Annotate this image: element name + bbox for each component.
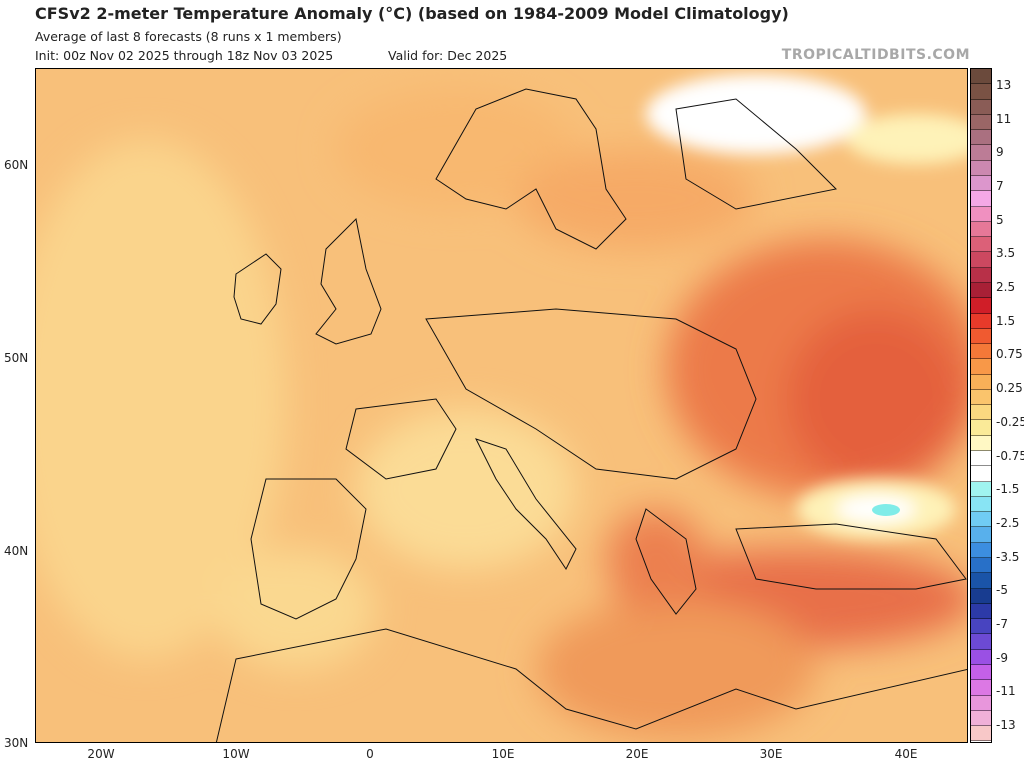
anomaly-map	[35, 68, 968, 743]
colorbar-segment	[971, 512, 991, 528]
colorbar-segment	[971, 237, 991, 253]
lat-label-40n: 40N	[4, 544, 29, 558]
colorbar-segment	[971, 145, 991, 161]
colorbar-label: -11	[996, 684, 1016, 699]
colorbar-segment	[971, 481, 991, 497]
colorbar-segment	[971, 191, 991, 207]
map-title: CFSv2 2-meter Temperature Anomaly (°C) (…	[35, 4, 789, 23]
valid-time: Valid for: Dec 2025	[388, 48, 508, 63]
colorbar-segment	[971, 710, 991, 727]
colorbar	[970, 68, 992, 743]
colorbar-segment	[971, 328, 991, 345]
colorbar-label: 3.5	[996, 246, 1016, 261]
colorbar-segment	[971, 84, 991, 100]
colorbar-label: -0.75	[996, 448, 1024, 463]
anomaly-field	[36, 69, 967, 742]
colorbar-segment	[971, 344, 991, 360]
colorbar-label: -7	[996, 616, 1008, 631]
colorbar-label: -5	[996, 583, 1008, 598]
colorbar-label: 0.75	[996, 347, 1023, 362]
colorbar-segment	[971, 160, 991, 176]
colorbar-segment	[971, 451, 991, 467]
colorbar-segment	[971, 496, 991, 513]
colorbar-segment	[971, 114, 991, 131]
brand-watermark: TROPICALTIDBITS.COM	[781, 47, 970, 63]
colorbar-label: 5	[996, 212, 1004, 227]
colorbar-label: 2.5	[996, 280, 1016, 295]
colorbar-label: 1.5	[996, 313, 1016, 328]
colorbar-segment	[971, 726, 991, 742]
colorbar-segment	[971, 588, 991, 604]
negative-anomaly-spot	[872, 504, 900, 516]
colorbar-segment	[971, 649, 991, 665]
colorbar-segment	[971, 359, 991, 375]
colorbar-segment	[971, 313, 991, 329]
colorbar-segment	[971, 282, 991, 299]
lon-label-10e: 10E	[491, 747, 515, 761]
colorbar-label: -13	[996, 718, 1016, 732]
colorbar-segment	[971, 267, 991, 283]
colorbar-segment	[971, 298, 991, 314]
colorbar-label: 13	[996, 78, 1012, 92]
lat-label-30n: 30N	[4, 736, 29, 750]
colorbar-segment	[971, 542, 991, 558]
colorbar-label: -2.5	[996, 515, 1020, 530]
colorbar-segment	[971, 619, 991, 635]
colorbar-segment	[971, 634, 991, 650]
lon-label-20e: 20E	[625, 747, 649, 761]
colorbar-segment	[971, 695, 991, 711]
lat-label-60n: 60N	[4, 158, 29, 172]
colorbar-segment	[971, 99, 991, 115]
colorbar-segment	[971, 175, 991, 192]
colorbar-label: 0.25	[996, 381, 1023, 396]
colorbar-segment	[971, 664, 991, 681]
lon-label-40e: 40E	[894, 747, 918, 761]
colorbar-label: 9	[996, 145, 1004, 160]
colorbar-segment	[971, 420, 991, 436]
anomaly-shading	[36, 89, 967, 739]
colorbar-segment	[971, 558, 991, 574]
lon-label-30e: 30E	[759, 747, 783, 761]
colorbar-label: -0.25	[996, 414, 1024, 429]
colorbar-segment	[971, 573, 991, 589]
colorbar-segment	[971, 206, 991, 222]
colorbar-segment	[971, 389, 991, 406]
map-subtitle: Average of last 8 forecasts (8 runs x 1 …	[35, 29, 342, 44]
colorbar-label: -3.5	[996, 549, 1020, 564]
colorbar-segment	[971, 221, 991, 238]
lon-label-20w: 20W	[87, 747, 115, 761]
colorbar-segment	[971, 680, 991, 696]
colorbar-segment	[971, 69, 991, 85]
colorbar-segment	[971, 130, 991, 146]
colorbar-segment	[971, 405, 991, 421]
colorbar-segment	[971, 466, 991, 482]
colorbar-label: -9	[996, 650, 1008, 665]
colorbar-segment	[971, 603, 991, 620]
colorbar-label: -1.5	[996, 482, 1020, 497]
lon-label-0: 0	[366, 747, 374, 761]
colorbar-label: 11	[996, 111, 1012, 126]
colorbar-label: 7	[996, 179, 1004, 194]
colorbar-segment	[971, 252, 991, 268]
colorbar-segment	[971, 527, 991, 543]
colorbar-segment	[971, 374, 991, 390]
lat-label-50n: 50N	[4, 351, 29, 365]
init-time: Init: 00z Nov 02 2025 through 18z Nov 03…	[35, 48, 334, 63]
colorbar-segment	[971, 435, 991, 452]
lon-label-10w: 10W	[222, 747, 250, 761]
coastlines	[215, 88, 967, 742]
